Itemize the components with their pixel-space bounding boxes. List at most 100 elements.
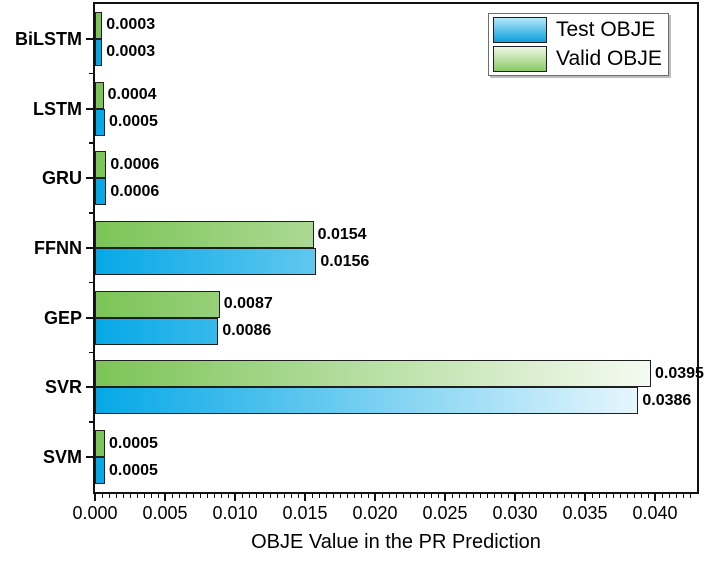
x-minor-tick (143, 494, 145, 498)
y-major-tick (86, 177, 93, 180)
x-minor-tick (486, 494, 488, 498)
x-minor-tick (122, 494, 124, 498)
bar-valid-obje-svm (95, 430, 105, 458)
category-label-svr: SVR (44, 377, 82, 398)
x-minor-tick (269, 494, 271, 498)
x-minor-tick (150, 494, 152, 498)
x-minor-tick (297, 494, 299, 498)
category-label-gru: GRU (42, 168, 82, 189)
bar-valid-obje-gru (95, 151, 107, 179)
valid-obje-swatch-icon (493, 46, 547, 72)
x-tick-label: 0.030 (492, 503, 538, 523)
x-minor-tick (549, 494, 551, 498)
x-minor-tick (311, 494, 313, 498)
x-minor-tick (227, 494, 229, 498)
category-label-lstm: LSTM (33, 98, 82, 119)
x-minor-tick (290, 494, 292, 498)
x-minor-tick (381, 494, 383, 498)
y-minor-tick (89, 421, 93, 423)
bar-valid-obje-lstm (95, 81, 104, 109)
x-minor-tick (136, 494, 138, 498)
y-major-tick (86, 37, 93, 40)
x-minor-tick (108, 494, 110, 498)
x-minor-tick (199, 494, 201, 498)
y-minor-tick (89, 281, 93, 284)
x-minor-tick (339, 494, 341, 498)
x-minor-tick (262, 494, 264, 498)
x-minor-tick (633, 494, 635, 498)
x-minor-tick (675, 494, 677, 498)
x-minor-tick (542, 494, 544, 498)
x-tick-label: 0.000 (72, 503, 118, 523)
x-tick-label: 0.010 (212, 503, 258, 523)
bar-test-obje-lstm (95, 108, 105, 136)
x-minor-tick (129, 494, 131, 498)
test-obje-swatch-icon (493, 17, 547, 43)
category-label-svm: SVM (42, 447, 82, 468)
x-minor-tick (395, 494, 397, 498)
x-minor-tick (556, 494, 558, 498)
y-minor-tick (89, 351, 93, 354)
x-major-tick (654, 494, 656, 501)
x-minor-tick (192, 494, 194, 498)
legend-item-test-obje: Test OBJE (493, 17, 662, 43)
y-major-tick (86, 107, 93, 110)
x-minor-tick (472, 494, 474, 498)
x-minor-tick (682, 494, 684, 498)
x-major-tick (514, 494, 516, 501)
x-minor-tick (535, 494, 537, 498)
y-minor-tick (89, 142, 93, 144)
bar-value-label: 0.0156 (320, 252, 370, 270)
x-major-tick (444, 494, 446, 501)
y-major-tick (86, 456, 93, 459)
x-minor-tick (507, 494, 509, 498)
legend-item-valid-obje: Valid OBJE (493, 46, 662, 72)
x-minor-tick (626, 494, 628, 498)
x-minor-tick (353, 494, 355, 498)
bar-test-obje-ffnn (95, 248, 317, 275)
x-minor-tick (206, 494, 208, 498)
bar-value-label: 0.0003 (106, 16, 156, 34)
y-minor-tick (89, 212, 93, 214)
bar-valid-obje-ffnn (95, 221, 314, 248)
y-major-tick (86, 247, 93, 249)
bar-value-label: 0.0086 (222, 322, 272, 340)
x-tick-label: 0.025 (422, 503, 468, 523)
bar-value-label: 0.0006 (110, 155, 160, 173)
x-minor-tick (171, 494, 173, 498)
bar-value-label: 0.0386 (642, 391, 692, 409)
x-minor-tick (619, 494, 621, 498)
x-minor-tick (416, 494, 418, 498)
x-minor-tick (115, 494, 117, 498)
x-minor-tick (647, 494, 649, 498)
legend-label: Valid OBJE (556, 47, 662, 70)
x-minor-tick (332, 494, 334, 498)
x-major-tick (234, 494, 236, 501)
x-major-tick (164, 494, 166, 501)
x-minor-tick (640, 494, 642, 498)
x-minor-tick (528, 494, 530, 498)
x-tick-label: 0.020 (352, 503, 398, 523)
x-axis-title: OBJE Value in the PR Prediction (251, 531, 541, 553)
bar-value-label: 0.0395 (655, 364, 704, 382)
x-minor-tick (437, 494, 439, 498)
x-major-tick (94, 494, 96, 501)
x-minor-tick (346, 494, 348, 498)
bar-value-label: 0.0154 (317, 225, 367, 243)
x-minor-tick (388, 494, 390, 498)
x-minor-tick (458, 494, 460, 498)
x-tick-label: 0.005 (142, 503, 188, 523)
x-minor-tick (276, 494, 278, 498)
bar-value-label: 0.0005 (109, 434, 158, 452)
x-minor-tick (598, 494, 600, 498)
x-minor-tick (220, 494, 222, 498)
x-minor-tick (101, 494, 103, 498)
x-minor-tick (283, 494, 285, 498)
bar-value-label: 0.0003 (106, 43, 156, 61)
x-tick-label: 0.015 (282, 503, 328, 523)
y-major-tick (86, 386, 93, 389)
x-minor-tick (591, 494, 593, 498)
x-minor-tick (521, 494, 523, 498)
legend-label: Test OBJE (556, 18, 656, 41)
